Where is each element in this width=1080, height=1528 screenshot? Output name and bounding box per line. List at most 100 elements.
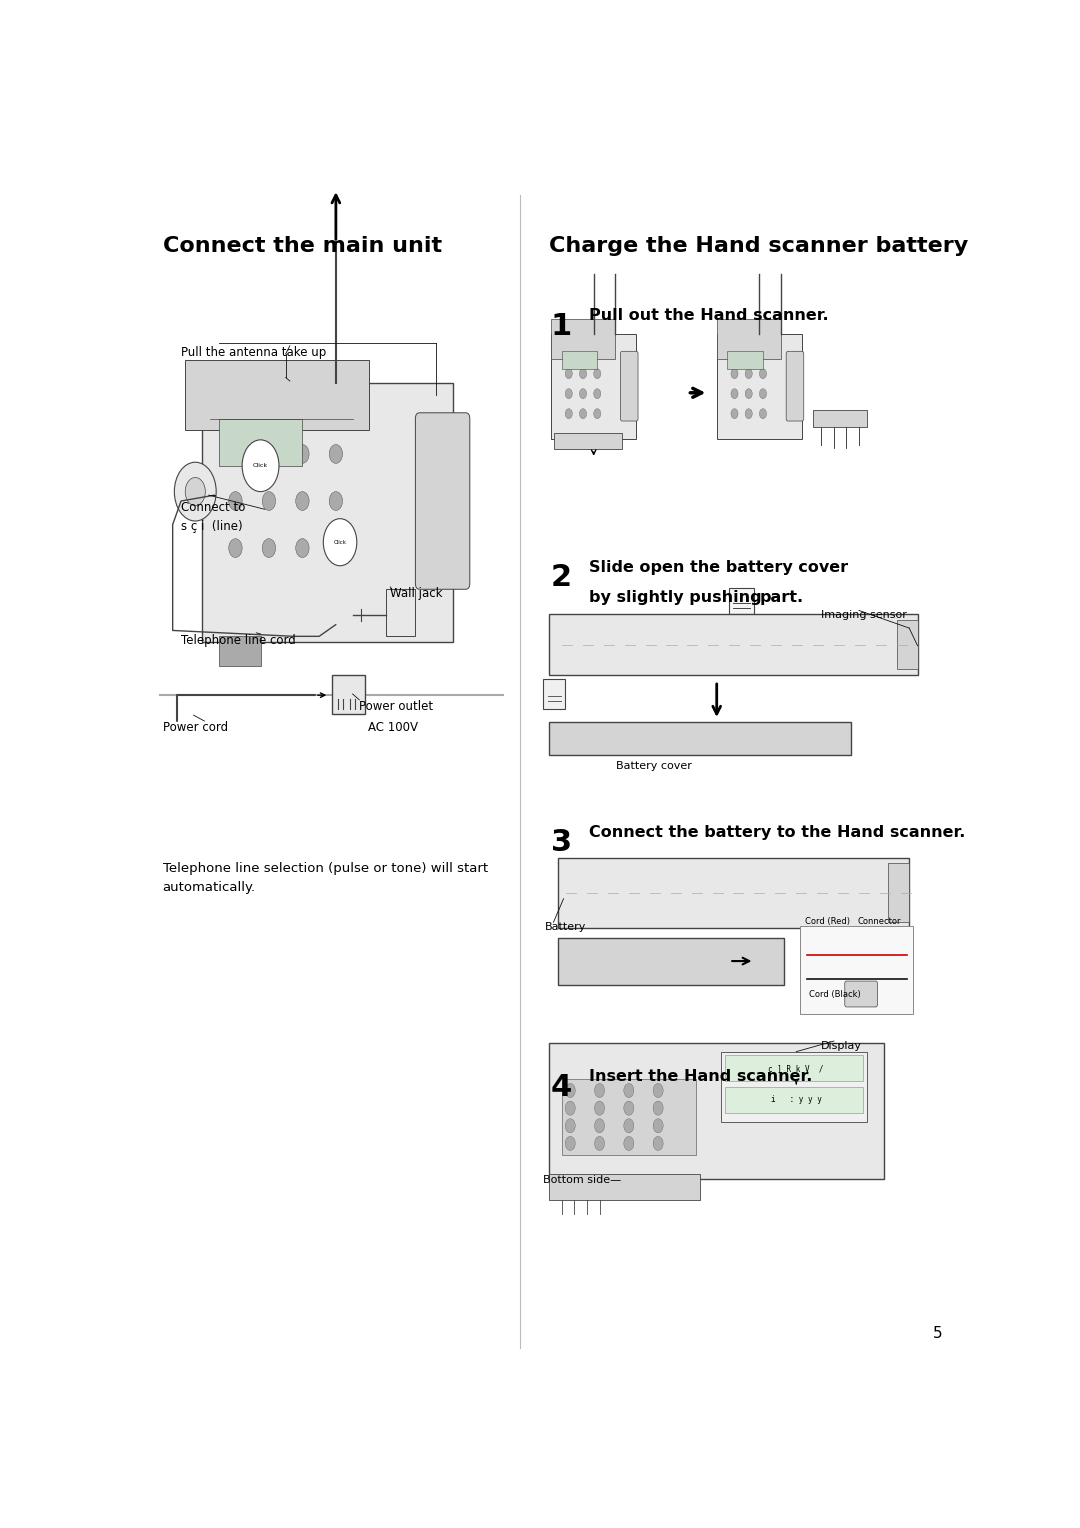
Circle shape — [242, 440, 279, 492]
Circle shape — [296, 492, 309, 510]
Circle shape — [329, 445, 342, 463]
FancyBboxPatch shape — [416, 413, 470, 590]
Text: by slightly pushing: by slightly pushing — [590, 590, 762, 605]
FancyBboxPatch shape — [332, 675, 365, 714]
Text: Charge the Hand scanner battery: Charge the Hand scanner battery — [550, 237, 969, 257]
Circle shape — [653, 1118, 663, 1132]
FancyBboxPatch shape — [218, 419, 302, 466]
Text: Cord (Red): Cord (Red) — [805, 917, 850, 926]
FancyBboxPatch shape — [896, 620, 918, 669]
Text: 5: 5 — [933, 1326, 943, 1342]
Circle shape — [624, 1137, 634, 1151]
Circle shape — [262, 445, 275, 463]
Circle shape — [580, 388, 586, 399]
Circle shape — [594, 1137, 605, 1151]
FancyBboxPatch shape — [202, 384, 454, 642]
Text: Connect to: Connect to — [181, 501, 245, 513]
Circle shape — [624, 1118, 634, 1132]
Text: Display: Display — [821, 1041, 862, 1051]
Text: part.: part. — [759, 590, 804, 605]
Circle shape — [296, 445, 309, 463]
FancyBboxPatch shape — [387, 590, 416, 636]
Text: Connect the main unit: Connect the main unit — [163, 237, 442, 257]
Text: i   : y y y: i : y y y — [771, 1096, 822, 1105]
Circle shape — [653, 1137, 663, 1151]
Circle shape — [745, 408, 753, 419]
FancyBboxPatch shape — [717, 333, 802, 439]
Circle shape — [186, 477, 205, 506]
FancyBboxPatch shape — [725, 1086, 863, 1112]
Text: Telephone line cord: Telephone line cord — [181, 634, 296, 646]
Circle shape — [174, 461, 216, 521]
Text: Power outlet: Power outlet — [360, 700, 433, 714]
Circle shape — [580, 368, 586, 379]
Text: 1: 1 — [551, 312, 572, 341]
FancyBboxPatch shape — [543, 678, 565, 709]
FancyBboxPatch shape — [550, 723, 851, 755]
FancyBboxPatch shape — [551, 319, 615, 359]
Circle shape — [759, 368, 767, 379]
Circle shape — [565, 1137, 576, 1151]
Text: Bottom side—: Bottom side— — [542, 1175, 621, 1186]
Circle shape — [262, 492, 275, 510]
FancyBboxPatch shape — [550, 1174, 700, 1199]
Text: Connector: Connector — [858, 917, 901, 926]
Text: Insert the Hand scanner.: Insert the Hand scanner. — [590, 1070, 813, 1085]
Circle shape — [329, 539, 342, 558]
Circle shape — [759, 408, 767, 419]
Text: 3: 3 — [551, 828, 572, 857]
FancyBboxPatch shape — [717, 319, 781, 359]
FancyBboxPatch shape — [721, 1051, 867, 1122]
Circle shape — [731, 368, 738, 379]
Circle shape — [229, 445, 242, 463]
FancyBboxPatch shape — [786, 351, 804, 422]
Text: Click: Click — [253, 463, 268, 468]
Circle shape — [565, 408, 572, 419]
Text: Click: Click — [334, 539, 347, 544]
FancyBboxPatch shape — [562, 1079, 696, 1155]
Circle shape — [594, 1118, 605, 1132]
Circle shape — [296, 539, 309, 558]
FancyBboxPatch shape — [551, 333, 636, 439]
Circle shape — [229, 492, 242, 510]
FancyBboxPatch shape — [550, 1044, 885, 1178]
Circle shape — [653, 1102, 663, 1115]
Text: 2: 2 — [551, 564, 572, 593]
Circle shape — [594, 1083, 605, 1097]
Circle shape — [323, 518, 356, 565]
Circle shape — [745, 388, 753, 399]
FancyBboxPatch shape — [620, 351, 638, 422]
Circle shape — [580, 408, 586, 419]
FancyBboxPatch shape — [186, 359, 369, 431]
Circle shape — [329, 492, 342, 510]
FancyBboxPatch shape — [557, 857, 909, 927]
Circle shape — [262, 539, 275, 558]
Circle shape — [594, 368, 600, 379]
FancyBboxPatch shape — [725, 1056, 863, 1082]
Text: Power cord: Power cord — [163, 721, 228, 733]
FancyBboxPatch shape — [729, 588, 755, 614]
Circle shape — [229, 539, 242, 558]
Text: Battery cover: Battery cover — [617, 761, 692, 772]
Circle shape — [565, 388, 572, 399]
Text: c ] R k V  /: c ] R k V / — [769, 1063, 824, 1073]
Circle shape — [731, 388, 738, 399]
Text: Pull out the Hand scanner.: Pull out the Hand scanner. — [590, 309, 829, 322]
FancyBboxPatch shape — [813, 411, 867, 426]
Text: Telephone line selection (pulse or tone) will start
automatically.: Telephone line selection (pulse or tone)… — [163, 862, 488, 894]
Circle shape — [565, 1102, 576, 1115]
Text: Slide open the battery cover: Slide open the battery cover — [590, 559, 849, 575]
FancyBboxPatch shape — [728, 350, 762, 368]
FancyBboxPatch shape — [557, 938, 784, 984]
FancyBboxPatch shape — [562, 350, 597, 368]
Text: 4: 4 — [551, 1073, 572, 1102]
Circle shape — [565, 1118, 576, 1132]
Circle shape — [565, 1083, 576, 1097]
FancyBboxPatch shape — [550, 614, 918, 675]
Circle shape — [594, 408, 600, 419]
Circle shape — [565, 368, 572, 379]
Circle shape — [624, 1102, 634, 1115]
Circle shape — [731, 408, 738, 419]
FancyBboxPatch shape — [800, 926, 914, 1015]
Text: Connect the battery to the Hand scanner.: Connect the battery to the Hand scanner. — [590, 825, 966, 839]
